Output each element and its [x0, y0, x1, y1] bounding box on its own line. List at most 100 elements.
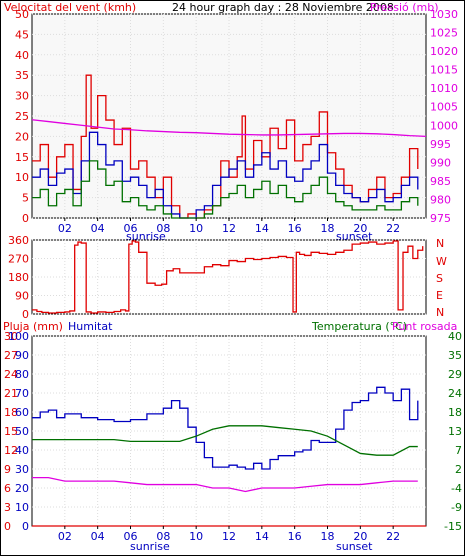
pressure-tick-label: 975	[430, 212, 451, 225]
x-tick-label: 02	[58, 222, 72, 235]
low-line	[32, 160, 419, 219]
temperature-tick-label: 35	[448, 349, 462, 362]
pressure-tick-label: 980	[430, 193, 451, 206]
direction-tick-label: 0	[22, 308, 29, 321]
pressure-tick-label: 995	[430, 138, 451, 151]
temperature-tick-label: 40	[448, 330, 462, 343]
x-tick-label: 12	[222, 530, 236, 543]
x-tick-label: 16	[288, 222, 302, 235]
rain-tick-label: 3	[4, 501, 11, 514]
wind-direction-series	[32, 240, 424, 314]
humidity-tick-label: 30	[15, 463, 29, 476]
x-tick-label: 06	[124, 530, 138, 543]
direction-tick-label: 270	[8, 253, 29, 266]
wind-speed-tick-label: 50	[15, 8, 29, 21]
wind-speed-label: Velocitat del vent (kmh)	[4, 1, 136, 14]
wind-speed-tick-label: 45	[15, 28, 29, 41]
temperature-tick-label: 7	[455, 444, 462, 457]
rain-axis: 0 3 6 9 12 15 18 21 24 27 30	[4, 330, 18, 533]
compass-label-e: E	[436, 289, 443, 302]
wind-speed-tick-label: 5	[22, 192, 29, 205]
humidity-tick-label: 70	[15, 387, 29, 400]
x-tick-label: 18	[321, 530, 335, 543]
rain-tick-label: 0	[4, 520, 11, 533]
wind-pressure-series	[31, 74, 427, 219]
pressure-tick-label: 1005	[430, 101, 458, 114]
time-axis-top: 02 04 06 08 10 12 14 16 18 20 22	[58, 218, 400, 235]
x-tick-label: 20	[353, 222, 367, 235]
wind-speed-tick-label: 15	[15, 151, 29, 164]
wind-speed-tick-label: 0	[22, 212, 29, 225]
pressure-axis: 975 980 985 990 995 1000 1005 1010 1015 1020 1025 1…	[430, 8, 458, 225]
x-tick-label: 04	[91, 222, 105, 235]
x-tick-label: 02	[58, 530, 72, 543]
humidity-tick-label: 100	[8, 330, 29, 343]
rain-tick-label: 30	[4, 330, 18, 343]
rain-tick-label: 21	[4, 387, 18, 400]
rain-tick-label: 9	[4, 463, 11, 476]
time-axis-bottom: 02 04 06 08 10 12 14 16 18 20 22	[58, 526, 400, 543]
wind-direction-line	[32, 240, 424, 314]
bottom-plot-area	[31, 335, 427, 527]
x-tick-label: 08	[156, 222, 170, 235]
pressure-label: Pressió (mb)	[370, 1, 439, 14]
wind-speed-tick-label: 25	[15, 110, 29, 123]
pressure-tick-label: 990	[430, 156, 451, 169]
compass-label-n-top: N	[436, 237, 444, 250]
pressure-tick-label: 985	[430, 175, 451, 188]
direction-tick-label: 360	[8, 234, 29, 247]
wind-direction-panel: 0 90 180 270 360 N W S E N	[8, 234, 447, 321]
humidity-tick-label: 10	[15, 501, 29, 514]
rain-label: Pluja (mm)	[3, 320, 63, 333]
wind-speed-tick-label: 35	[15, 69, 29, 82]
temperature-tick-label: 2	[455, 463, 462, 476]
compass-label-n-bottom: N	[436, 306, 444, 319]
temperature-tick-label: -4	[451, 482, 462, 495]
temperature-tick-label: 13	[448, 425, 462, 438]
compass-label-w: W	[436, 255, 447, 268]
x-tick-label: 22	[386, 530, 400, 543]
pressure-tick-label: 1025	[430, 27, 458, 40]
temperature-tick-label: 29	[448, 368, 462, 381]
humidity-tick-label: 90	[15, 349, 29, 362]
direction-tick-label: 90	[15, 290, 29, 303]
pressure-line	[31, 119, 427, 138]
rain-tick-label: 6	[4, 482, 11, 495]
wind-pressure-grid	[32, 13, 426, 219]
x-tick-label: 06	[124, 222, 138, 235]
x-tick-label: 08	[156, 530, 170, 543]
rain-tick-label: 27	[4, 349, 18, 362]
pressure-tick-label: 1015	[430, 64, 458, 77]
x-tick-label: 10	[189, 530, 203, 543]
bottom-series-line-1	[32, 425, 418, 456]
humidity-tick-label: 50	[15, 425, 29, 438]
humidity-tick-label: 20	[15, 482, 29, 495]
humidity-tick-label: 80	[15, 368, 29, 381]
x-tick-label: 22	[386, 222, 400, 235]
compass-label-s: S	[436, 272, 443, 285]
temperature-axis: -15 -9 -4 2 7 13 18 24 29 35 40	[444, 330, 462, 533]
direction-tick-label: 180	[8, 271, 29, 284]
direction-degree-axis: 0 90 180 270 360	[8, 234, 29, 321]
x-tick-label: 12	[222, 222, 236, 235]
wind-speed-tick-label: 10	[15, 171, 29, 184]
x-tick-label: 10	[189, 222, 203, 235]
graph-title: 24 hour graph day : 28 Noviembre 2008	[172, 1, 394, 14]
temperature-tick-label: -9	[451, 501, 462, 514]
temperature-tick-label: 24	[448, 387, 462, 400]
humidity-label: Humitat	[68, 320, 113, 333]
pressure-tick-label: 1020	[430, 45, 458, 58]
temperature-tick-label: 18	[448, 406, 462, 419]
x-tick-label: 14	[255, 530, 269, 543]
wind-speed-tick-label: 40	[15, 49, 29, 62]
dew-point-label: Punt rosada	[392, 320, 457, 333]
humidity-axis: 0 10 20 30 40 50 60 70 80 90 100	[8, 330, 29, 533]
humidity-tick-label: 60	[15, 406, 29, 419]
x-tick-label: 16	[288, 530, 302, 543]
rain-tick-label: 15	[4, 425, 18, 438]
wind-speed-axis: 0 5 10 15 20 25 30 35 40 45 50	[15, 8, 29, 225]
rain-tick-label: 24	[4, 368, 18, 381]
x-tick-label: 04	[91, 530, 105, 543]
bottom-series-line-2	[32, 476, 418, 493]
